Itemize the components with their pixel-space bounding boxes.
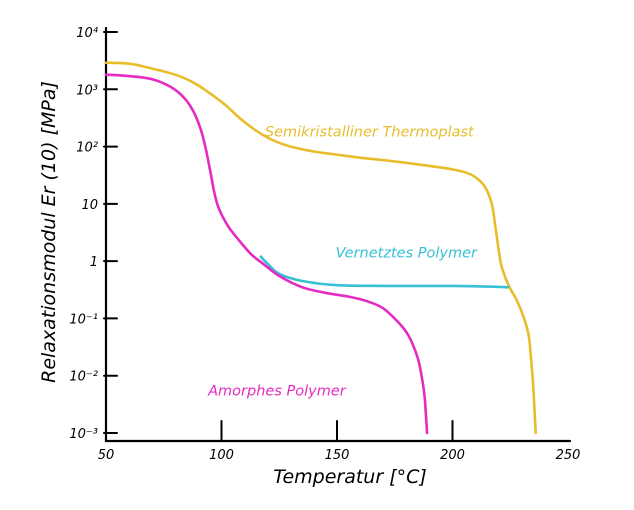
series-line-amorphes-polymer	[104, 73, 429, 435]
x-tick-label: 150	[325, 448, 350, 463]
y-tick-label: 10⁻³	[69, 427, 98, 442]
y-tick-label: 10⁻²	[69, 370, 98, 385]
y-tick-label: 1	[90, 255, 98, 270]
series-line-semikristalliner-thermoplast	[104, 61, 537, 435]
series-line-vernetztes-polymer	[259, 255, 510, 289]
series-label-semikristalliner-thermoplast: Semikristalliner Thermoplast	[265, 124, 475, 140]
series-layer	[104, 61, 537, 435]
x-tick-label: 50	[98, 448, 115, 463]
y-tick-label: 10⁴	[76, 26, 99, 41]
y-tick-label: 10⁻¹	[69, 312, 98, 327]
series-label-amorphes-polymer: Amorphes Polymer	[207, 384, 347, 400]
series-label-layer: Semikristalliner Thermoplast Vernetztes P…	[207, 124, 478, 399]
x-axis-ticks: 50 100 150 200 250	[98, 420, 581, 463]
x-tick-label: 200	[440, 448, 465, 463]
x-axis-label: Temperatur [°C]	[273, 466, 427, 488]
x-tick-label: 100	[209, 448, 234, 463]
series-label-vernetztes-polymer: Vernetztes Polymer	[336, 246, 478, 262]
y-tick-label: 10³	[76, 83, 98, 98]
x-tick-label: 250	[556, 448, 581, 463]
y-axis-ticks: 10⁴ 10³ 10² 10 1 10⁻¹ 10⁻² 10⁻³	[69, 26, 118, 442]
y-tick-label: 10	[81, 198, 98, 213]
y-axis-label: Relaxationsmodul Er (10) [MPa]	[38, 81, 60, 383]
y-tick-label: 10²	[76, 141, 98, 156]
